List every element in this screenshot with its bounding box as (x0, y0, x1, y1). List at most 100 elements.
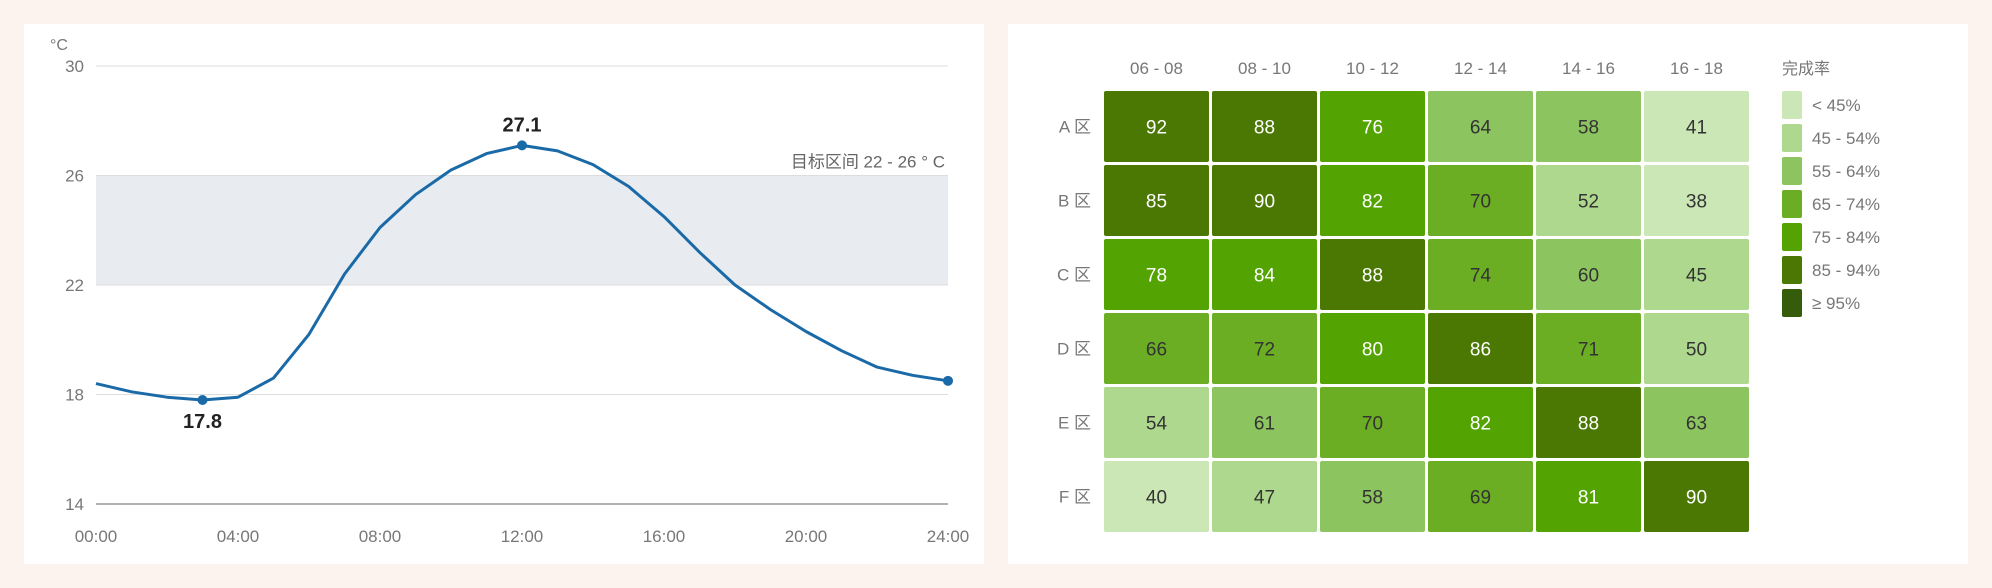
heatmap-cell-value: 88 (1254, 118, 1275, 139)
legend-swatch (1782, 289, 1802, 317)
legend-label: 55 - 64% (1812, 162, 1880, 181)
extreme-point-marker (517, 140, 527, 151)
column-header: 10 - 12 (1346, 59, 1399, 78)
heatmap-cell-value: 88 (1362, 266, 1383, 287)
legend-label: 85 - 94% (1812, 261, 1880, 280)
heatmap-cell (1212, 165, 1317, 236)
heatmap-cell-value: 45 (1686, 266, 1707, 287)
heatmap-cell (1212, 91, 1317, 162)
heatmap-cell (1104, 313, 1209, 384)
heatmap-cell-value: 72 (1254, 340, 1275, 361)
heatmap-cell (1536, 239, 1641, 310)
temperature-panel: 14 18 22 26 30 °C 00:00 04:00 08:00 12:00 16:00 20:… (24, 24, 984, 564)
heatmap-cell-value: 88 (1578, 414, 1599, 435)
heatmap-cell-value: 47 (1254, 488, 1275, 509)
row-header: D 区 (1057, 340, 1091, 359)
legend-swatch (1782, 190, 1802, 218)
heatmap-cell (1320, 91, 1425, 162)
heatmap-cell (1104, 165, 1209, 236)
heatmap-cell-value: 50 (1686, 340, 1707, 361)
heatmap-cell (1212, 461, 1317, 532)
heatmap-cell (1644, 461, 1749, 532)
row-header: B 区 (1058, 192, 1091, 211)
heatmap-cell (1536, 461, 1641, 532)
heatmap-cell-value: 70 (1362, 414, 1383, 435)
heatmap-cell-value: 74 (1470, 266, 1492, 287)
heatmap-cell (1320, 313, 1425, 384)
heatmap-cell (1104, 91, 1209, 162)
y-tick-label: 22 (65, 276, 84, 295)
legend-label: 75 - 84% (1812, 228, 1880, 247)
heatmap-cell (1428, 165, 1533, 236)
completion-panel: 06 - 08 08 - 10 10 - 12 12 - 14 14 - 16 16 - … (1008, 24, 1968, 564)
heatmap-cell (1212, 239, 1317, 310)
column-header: 12 - 14 (1454, 59, 1507, 78)
target-band-label: 目标区间 22 - 26 ° C (791, 153, 945, 172)
heatmap-cell (1536, 313, 1641, 384)
heatmap-cell (1428, 313, 1533, 384)
heatmap-cell-value: 63 (1686, 414, 1707, 435)
y-tick-label: 26 (65, 167, 84, 186)
x-tick-label: 16:00 (643, 527, 686, 546)
extreme-point-label: 17.8 (183, 411, 222, 433)
legend-swatch (1782, 124, 1802, 152)
y-unit-label: °C (50, 37, 68, 54)
heatmap-cell-value: 52 (1578, 192, 1599, 213)
row-header: C 区 (1057, 266, 1091, 285)
column-header: 14 - 16 (1562, 59, 1615, 78)
heatmap-cell-value: 85 (1146, 192, 1167, 213)
y-tick-label: 18 (65, 386, 84, 405)
heatmap-cell-value: 70 (1470, 192, 1491, 213)
heatmap-cell-value: 90 (1254, 192, 1275, 213)
heatmap-cell-value: 80 (1362, 340, 1383, 361)
heatmap-cell (1104, 461, 1209, 532)
heatmap-cell (1644, 313, 1749, 384)
extreme-point-label: 27.1 (503, 114, 542, 136)
y-tick-label: 30 (65, 57, 84, 76)
x-tick-label: 24:00 (927, 527, 970, 546)
heatmap-cell-value: 86 (1470, 340, 1491, 361)
heatmap-cell-value: 61 (1254, 414, 1275, 435)
heatmap-cell (1644, 165, 1749, 236)
heatmap-cell (1644, 239, 1749, 310)
heatmap-cell (1320, 387, 1425, 458)
heatmap-cell-value: 66 (1146, 340, 1167, 361)
legend-swatch (1782, 91, 1802, 119)
heatmap-cell (1644, 387, 1749, 458)
heatmap-cell (1536, 387, 1641, 458)
heatmap-cell-value: 71 (1578, 340, 1599, 361)
column-header: 06 - 08 (1130, 59, 1183, 78)
heatmap-cell-value: 78 (1146, 266, 1167, 287)
completion-heatmap: 06 - 08 08 - 10 10 - 12 12 - 14 14 - 16 16 - … (1057, 59, 1880, 532)
heatmap-cell-value: 58 (1362, 488, 1383, 509)
row-header: F 区 (1059, 488, 1091, 507)
heatmap-cell (1104, 239, 1209, 310)
extreme-point-marker (197, 394, 208, 405)
x-tick-label: 20:00 (785, 527, 828, 546)
heatmap-cell-value: 90 (1686, 488, 1707, 509)
heatmap-cell-value: 84 (1254, 266, 1276, 287)
row-header: A 区 (1059, 118, 1091, 137)
row-header: E 区 (1058, 414, 1091, 433)
x-tick-label: 08:00 (359, 527, 402, 546)
column-header: 08 - 10 (1238, 59, 1291, 78)
end-point-marker (943, 375, 953, 386)
heatmap-cell-value: 54 (1146, 414, 1168, 435)
heatmap-cell-value: 81 (1578, 488, 1599, 509)
heatmap-cell (1644, 91, 1749, 162)
legend-label: 45 - 54% (1812, 129, 1880, 148)
temperature-line-chart: 14 18 22 26 30 °C 00:00 04:00 08:00 12:00 16:00 20:… (50, 37, 970, 546)
heatmap-cell-value: 38 (1686, 192, 1707, 213)
y-tick-label: 14 (65, 495, 84, 514)
heatmap-cell-value: 60 (1578, 266, 1599, 287)
heatmap-cell-value: 64 (1470, 118, 1492, 139)
heatmap-cell (1428, 461, 1533, 532)
legend-label: 65 - 74% (1812, 195, 1880, 214)
legend-swatch (1782, 157, 1802, 185)
legend-label: < 45% (1812, 96, 1861, 115)
heatmap-cell-value: 82 (1362, 192, 1383, 213)
heatmap-cell (1428, 387, 1533, 458)
heatmap-cell (1320, 461, 1425, 532)
heatmap-cell (1536, 165, 1641, 236)
x-tick-label: 12:00 (501, 527, 544, 546)
